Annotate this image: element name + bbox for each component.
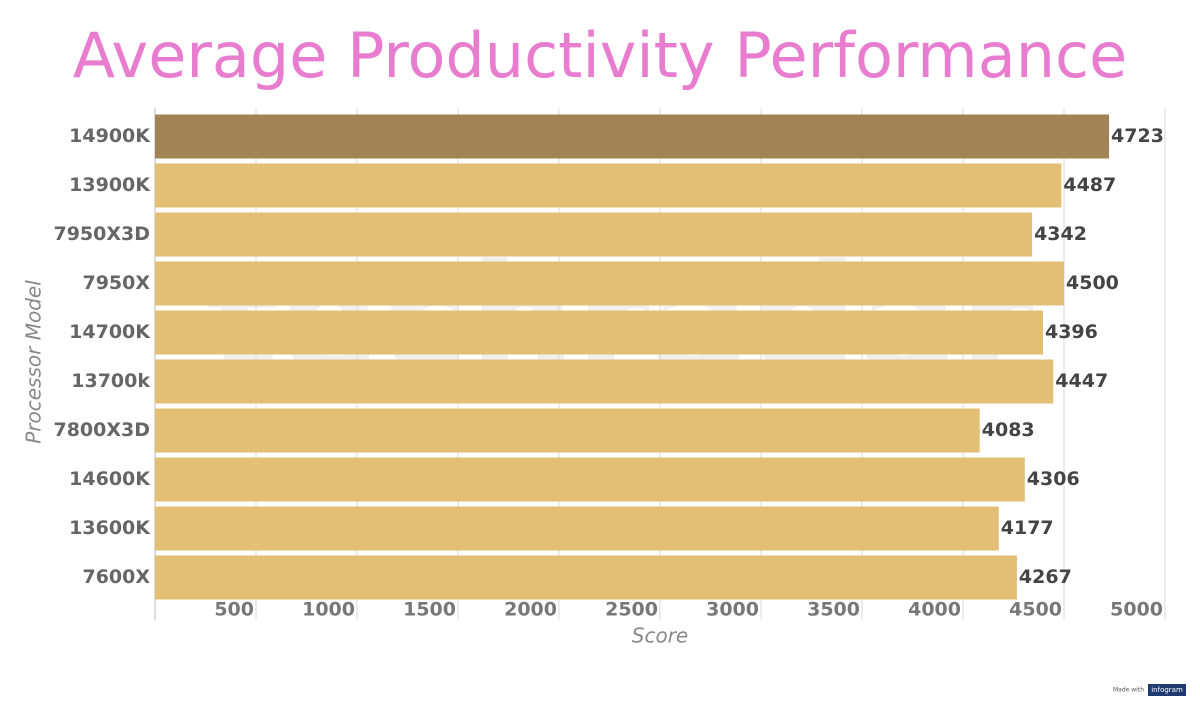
x-tick-label: 5000 — [1110, 599, 1163, 621]
value-label: 4723 — [1111, 125, 1164, 147]
bar — [155, 212, 1033, 257]
y-axis-title: Processor Model — [22, 280, 46, 444]
x-tick-label: 500 — [214, 599, 254, 621]
credit-badge — [1148, 684, 1186, 696]
credit-text: Made with — [1113, 687, 1144, 694]
x-tick-label: 3000 — [706, 599, 759, 621]
y-tick-label: 7950X3D — [53, 223, 150, 245]
chart-title: Average Productivity Performance — [73, 19, 1127, 92]
y-tick-label: 13700k — [71, 370, 150, 392]
bar — [155, 261, 1064, 306]
value-label: 4177 — [1001, 517, 1054, 539]
bar — [155, 114, 1110, 159]
x-axis-title: Score — [632, 624, 688, 648]
bar — [155, 163, 1062, 208]
bar — [155, 408, 980, 453]
x-tick-label: 1000 — [302, 599, 355, 621]
credit-logo: infogram — [1151, 686, 1183, 694]
y-tick-label: 14900K — [69, 125, 151, 147]
y-tick-label: 7950X — [82, 272, 150, 294]
bar — [155, 457, 1025, 502]
x-tick-label: 2500 — [605, 599, 658, 621]
bar — [155, 359, 1054, 404]
bar — [155, 555, 1017, 600]
value-label: 4306 — [1027, 468, 1080, 490]
value-label: 4342 — [1034, 223, 1087, 245]
y-tick-label: 7600X — [82, 566, 150, 588]
x-tick-label: 2000 — [504, 599, 557, 621]
value-label: 4267 — [1019, 566, 1072, 588]
y-tick-label: 13600K — [69, 517, 151, 539]
x-tick-label: 1500 — [403, 599, 456, 621]
value-label: 4447 — [1055, 370, 1108, 392]
y-tick-label: 14600K — [69, 468, 151, 490]
bar — [155, 506, 999, 551]
x-tick-label: 3500 — [807, 599, 860, 621]
x-tick-label: 4000 — [908, 599, 961, 621]
y-tick-label: 7800X3D — [53, 419, 150, 441]
value-label: 4487 — [1063, 174, 1116, 196]
y-tick-label: 14700K — [69, 321, 151, 343]
value-label: 4083 — [982, 419, 1035, 441]
value-label: 4396 — [1045, 321, 1098, 343]
y-tick-label: 13900K — [69, 174, 151, 196]
bar — [155, 310, 1043, 355]
x-tick-label: 4500 — [1009, 599, 1062, 621]
value-label: 4500 — [1066, 272, 1119, 294]
